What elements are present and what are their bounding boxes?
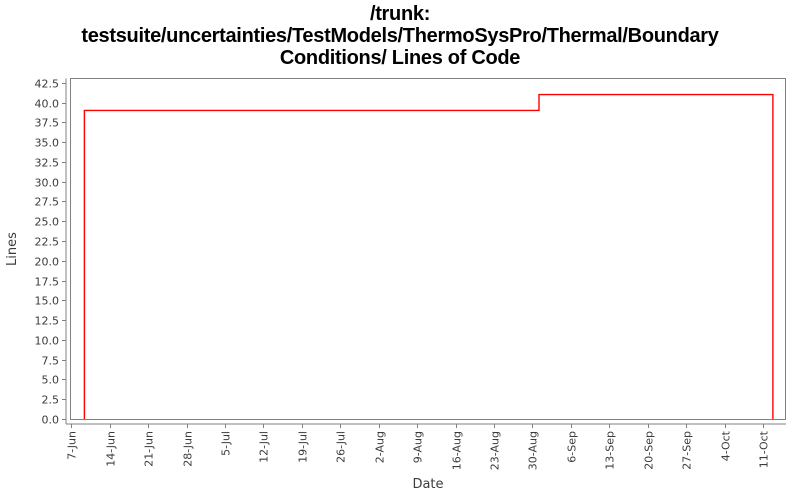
x-axis-title: Date: [412, 477, 443, 492]
x-tick-label: 9-Aug: [412, 431, 425, 463]
plot-border: [70, 78, 786, 420]
y-tick-label: 37.5: [35, 117, 60, 130]
x-tick-label: 21-Jun: [143, 431, 156, 467]
x-tick-label: 4-Oct: [720, 430, 733, 461]
x-tick-label: 19-Jul: [297, 431, 310, 463]
x-tick-label: 28-Jun: [182, 431, 195, 467]
y-tick-label: 27.5: [35, 196, 60, 209]
x-tick-label: 2-Aug: [374, 431, 387, 463]
x-tick-label: 7-Jun: [66, 431, 79, 460]
chart-title-line-1: /trunk:: [369, 3, 431, 25]
y-tick-label: 7.5: [42, 355, 60, 368]
y-tick-label: 12.5: [35, 315, 60, 328]
y-tick-label: 22.5: [35, 236, 60, 249]
x-tick-label: 23-Aug: [489, 431, 502, 470]
plot-area: 7-Jun 14-Jun 21-Jun 28-Jun 5-Jul 12-Jul 19-Jul…: [35, 78, 786, 470]
y-tick-label: 20.0: [35, 256, 60, 269]
x-tick-label: 11-Oct: [758, 430, 771, 468]
y-tick-label: 40.0: [35, 98, 60, 111]
x-tick-label: 12-Jul: [258, 431, 271, 463]
y-tick-label: 35.0: [35, 137, 60, 150]
y-axis-title: Lines: [5, 232, 20, 266]
y-tick-label: 10.0: [35, 335, 60, 348]
y-tick-label: 5.0: [42, 374, 60, 387]
y-tick-label: 15.0: [35, 295, 60, 308]
x-tick-label: 20-Sep: [643, 431, 656, 470]
x-tick-label: 6-Sep: [566, 431, 579, 463]
y-tick-label: 25.0: [35, 216, 60, 229]
x-tick-label: 14-Jun: [105, 431, 118, 467]
y-tick-label: 17.5: [35, 276, 60, 289]
chart-title: /trunk: testsuite/uncertainties/TestMode…: [0, 3, 800, 69]
x-tick-label: 26-Jul: [335, 431, 348, 463]
x-tick-label: 13-Sep: [604, 431, 617, 470]
y-tick-label: 32.5: [35, 157, 60, 170]
y-tick-label: 42.5: [35, 78, 60, 91]
x-tick-label: 30-Aug: [527, 431, 540, 470]
x-tick-label: 27-Sep: [681, 431, 694, 470]
x-tick-label: 16-Aug: [451, 431, 464, 470]
y-tick-label: 2.5: [42, 394, 60, 407]
y-tick-label: 0.0: [42, 414, 60, 427]
series-line-lines-of-code: [83, 93, 774, 419]
x-tick-label: 5-Jul: [220, 431, 233, 456]
chart-title-line-2: testsuite/uncertainties/TestModels/Therm…: [81, 25, 719, 47]
y-tick-label: 30.0: [35, 177, 60, 190]
chart-title-line-3: Conditions/ Lines of Code: [279, 47, 521, 69]
